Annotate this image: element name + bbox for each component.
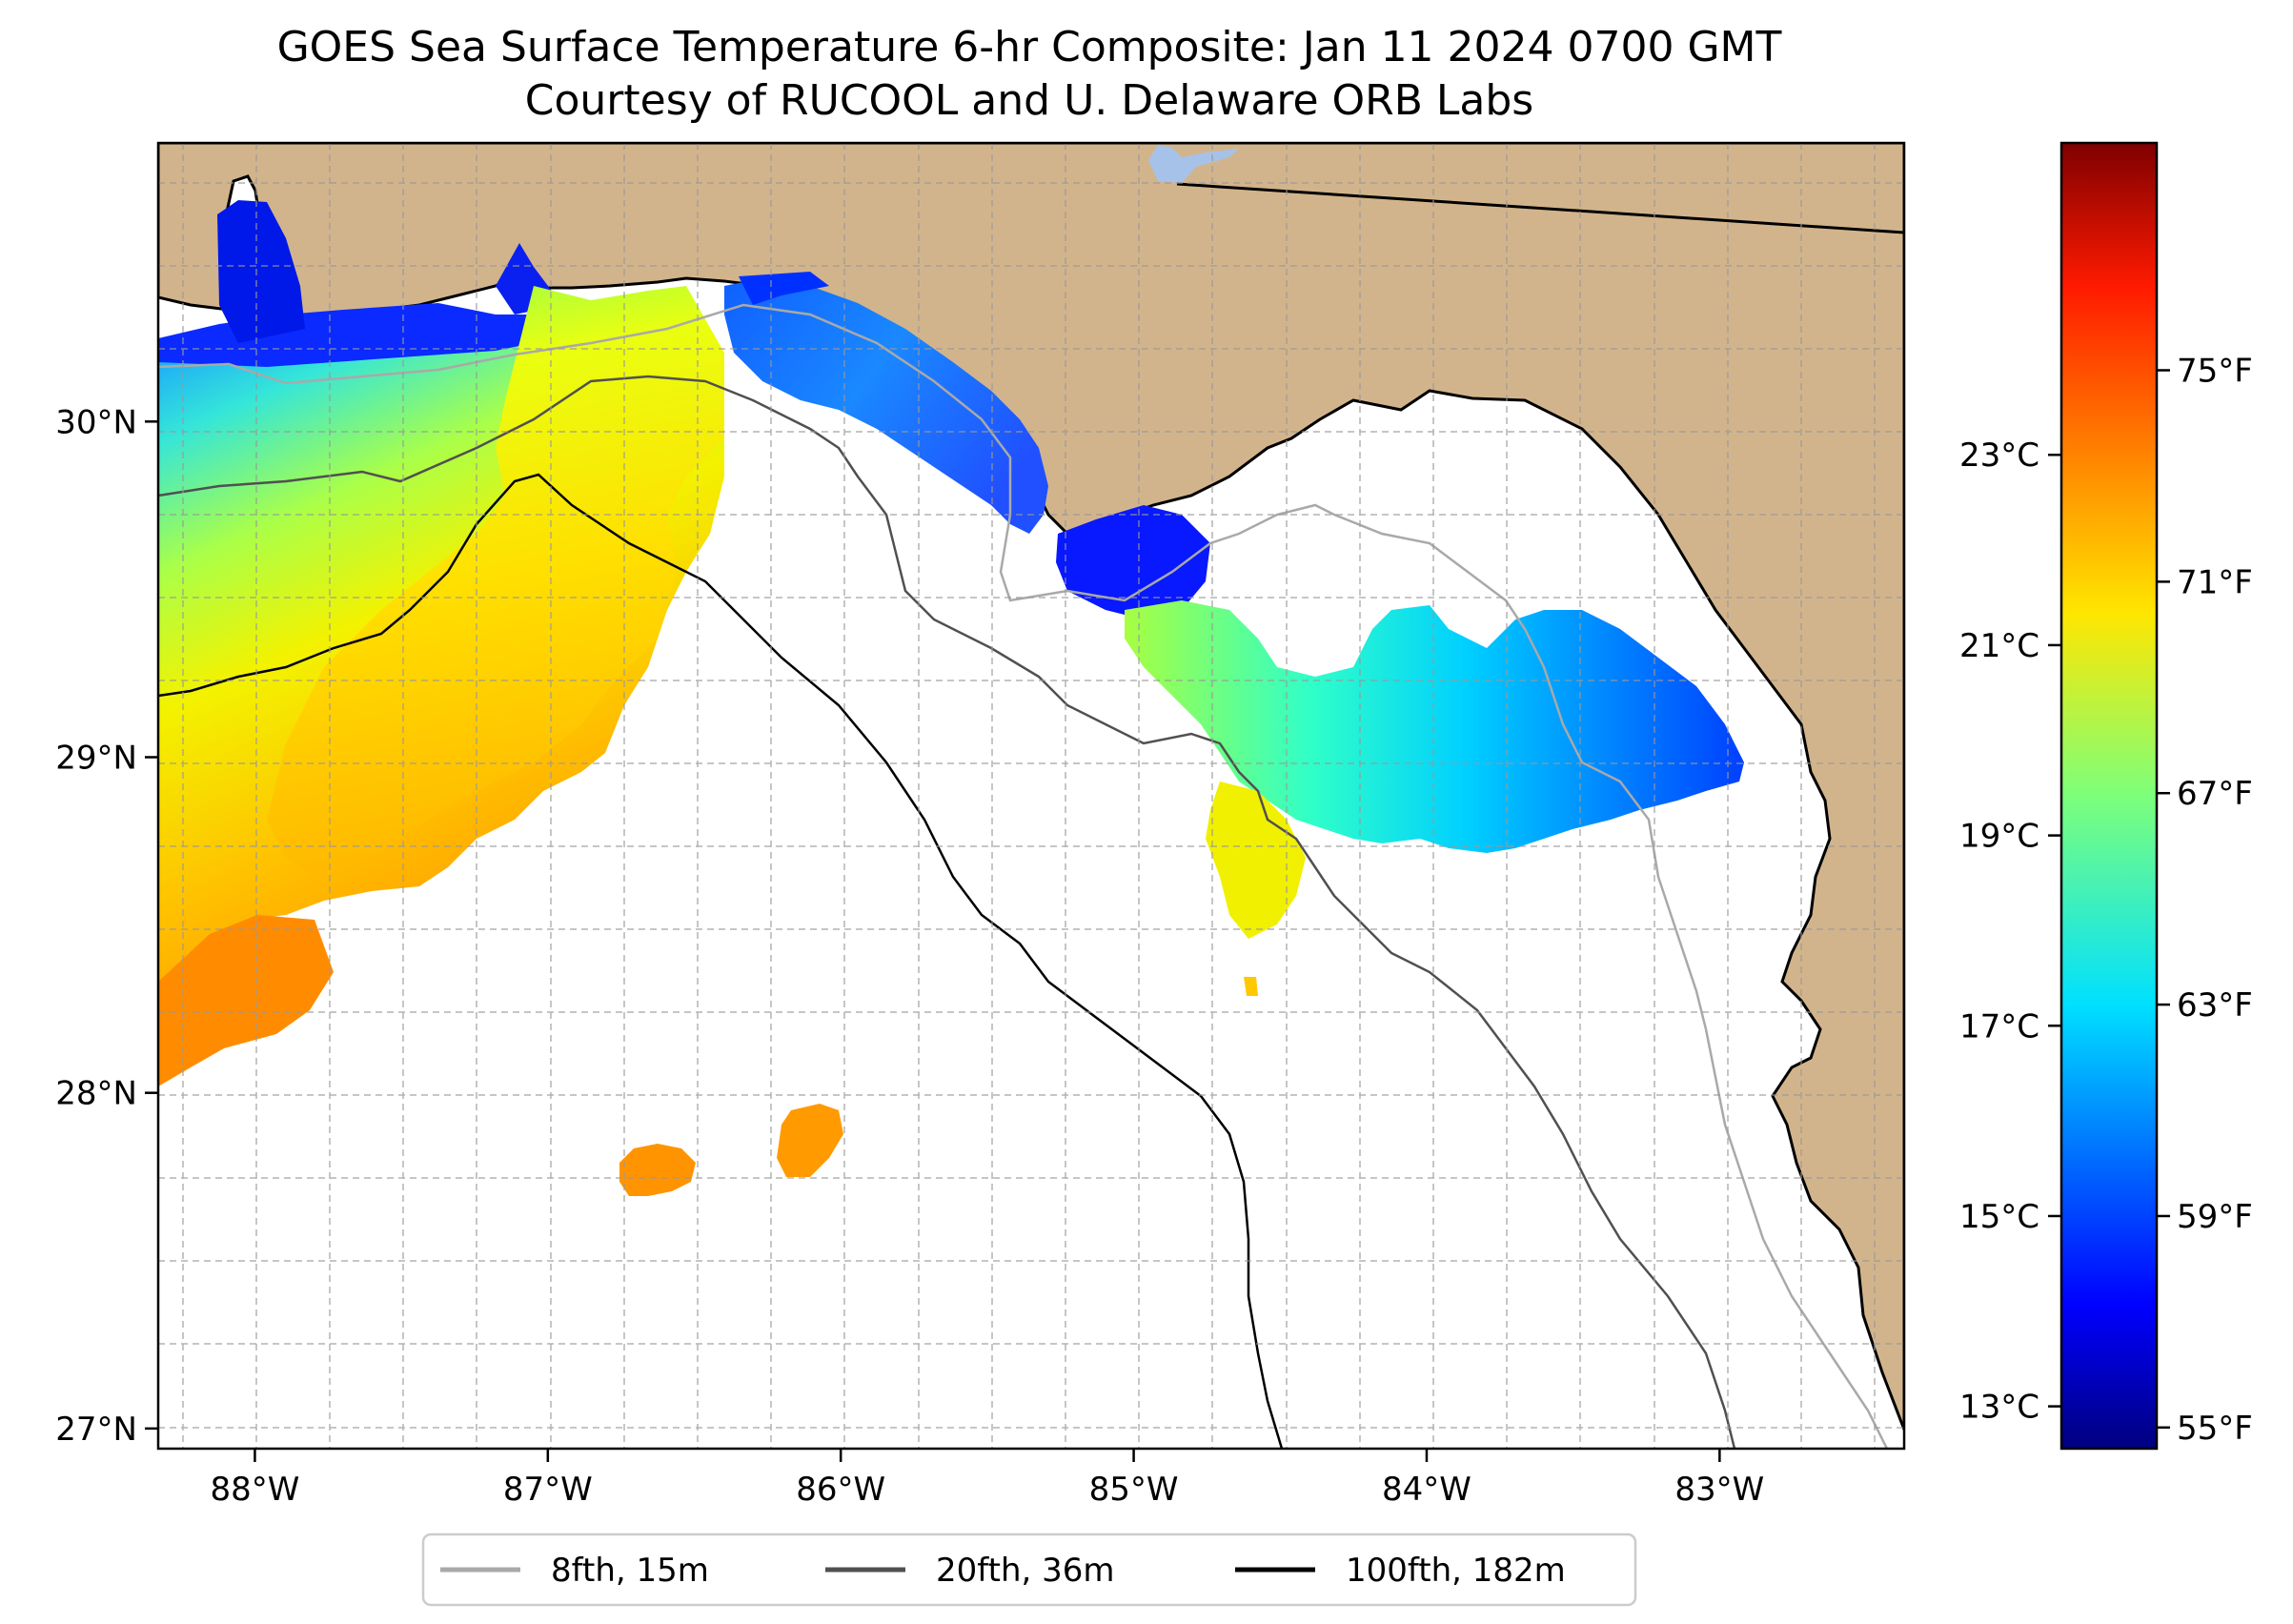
lon-tick-label: 87°W: [503, 1471, 593, 1509]
map-frame: [156, 141, 1906, 1451]
colorbar-fahrenheit-axis: 55°F 59°F 63°F 67°F 71°F 75°F: [2157, 353, 2253, 1448]
longitude-axis: 88°W 87°W 86°W 85°W 84°W 83°W: [210, 1449, 1764, 1509]
lon-tick-label: 83°W: [1674, 1471, 1764, 1509]
fahrenheit-tick-label: 59°F: [2177, 1198, 2253, 1236]
isobath-20fth: [158, 375, 1736, 1449]
fahrenheit-tick-label: 55°F: [2177, 1410, 2253, 1448]
isobaths: [158, 303, 1889, 1449]
map-area: [158, 143, 1904, 1449]
legend-box: [421, 1533, 1637, 1607]
fahrenheit-tick-label: 71°F: [2177, 563, 2253, 601]
latitude-axis: 27°N 28°N 29°N 30°N: [55, 403, 158, 1449]
legend: 8fth, 15m 20fth, 36m 100fth, 182m: [421, 1533, 1637, 1607]
lon-tick-label: 86°W: [796, 1471, 885, 1509]
celsius-tick-label: 15°C: [1959, 1198, 2039, 1236]
legend-label: 20fth, 36m: [936, 1552, 1115, 1590]
gridlines: [158, 143, 1904, 1449]
sst-field: [158, 200, 1744, 1196]
isobath-100fth: [158, 473, 1284, 1449]
lon-tick-label: 88°W: [210, 1471, 299, 1509]
map-subtitle: Courtesy of RUCOOL and U. Delaware ORB L…: [524, 76, 1534, 125]
map-title: GOES Sea Surface Temperature 6-hr Compos…: [276, 23, 1782, 71]
celsius-tick-label: 21°C: [1959, 627, 2039, 665]
fahrenheit-tick-label: 75°F: [2177, 353, 2253, 391]
celsius-tick-label: 19°C: [1959, 818, 2039, 856]
isobath-8fth: [158, 303, 1889, 1449]
lat-tick-label: 29°N: [55, 739, 137, 777]
lat-tick-label: 28°N: [55, 1075, 137, 1113]
colorbar-celsius-axis: 13°C 15°C 17°C 19°C 21°C 23°C: [1959, 436, 2061, 1427]
lat-tick-label: 30°N: [55, 403, 137, 441]
lat-tick-label: 27°N: [55, 1411, 137, 1449]
celsius-tick-label: 17°C: [1959, 1007, 2039, 1045]
legend-label: 8fth, 15m: [551, 1552, 709, 1590]
fahrenheit-tick-label: 63°F: [2177, 986, 2253, 1025]
lon-tick-label: 85°W: [1089, 1471, 1179, 1509]
celsius-tick-label: 23°C: [1959, 436, 2039, 475]
colorbar: [2060, 141, 2159, 1451]
fahrenheit-tick-label: 67°F: [2177, 775, 2253, 813]
lake: [1148, 145, 1239, 183]
lon-tick-label: 84°W: [1382, 1471, 1471, 1509]
legend-label: 100fth, 182m: [1346, 1552, 1566, 1590]
state-border: [1176, 182, 1904, 234]
celsius-tick-label: 13°C: [1959, 1389, 2039, 1427]
